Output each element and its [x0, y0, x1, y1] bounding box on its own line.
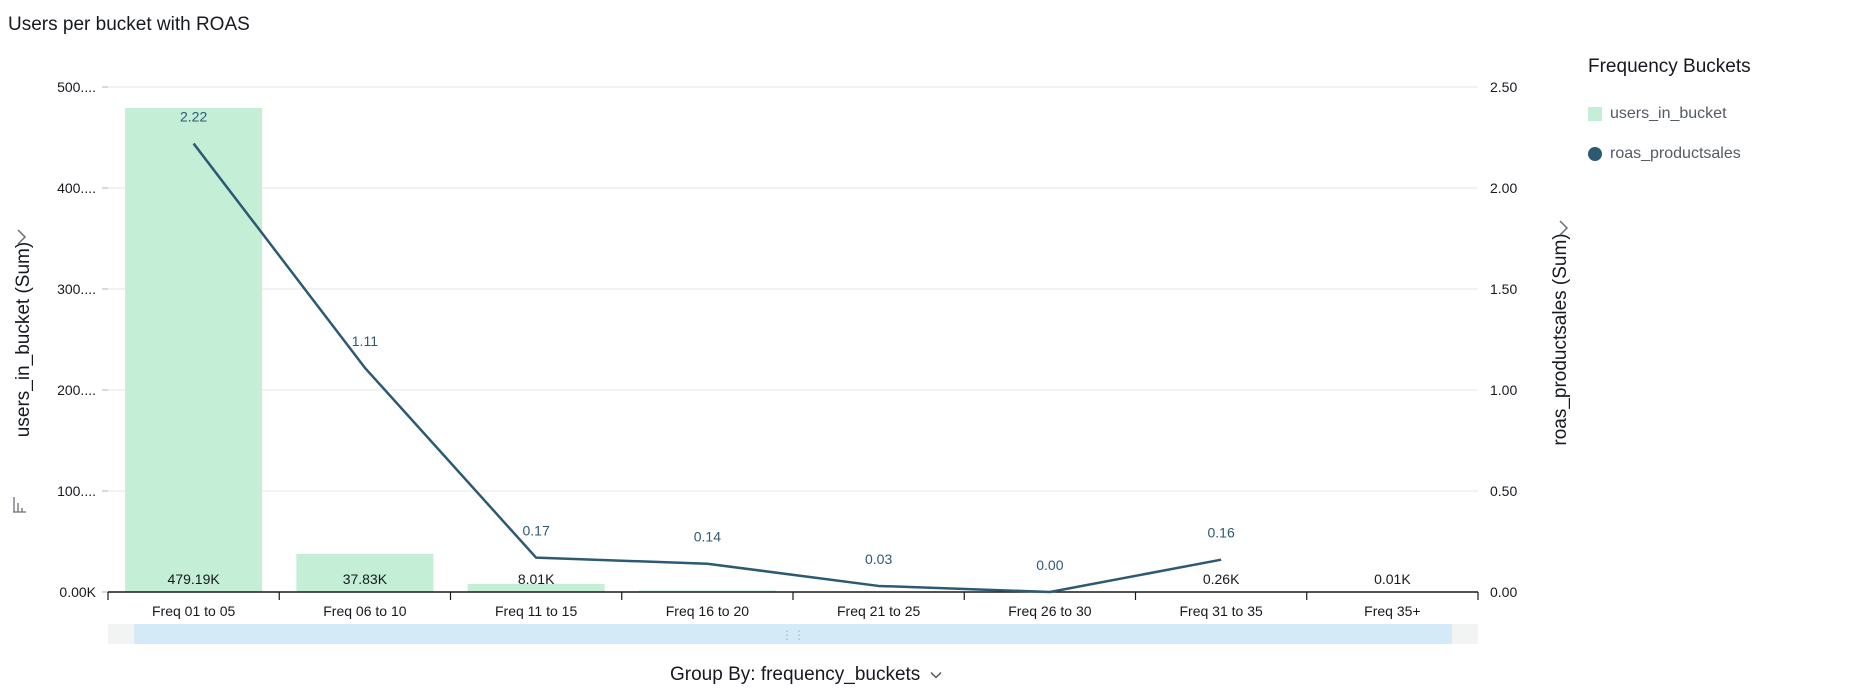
x-tick-label: Freq 31 to 35: [1179, 603, 1262, 619]
legend: Frequency Buckets users_in_bucket roas_p…: [1588, 56, 1858, 184]
line-value-label: 0.00: [1036, 557, 1063, 573]
line-value-label: 1.11: [352, 333, 378, 349]
scrollbar-thumb[interactable]: [134, 624, 1452, 644]
bar-value-label: 0.01K: [1374, 571, 1411, 587]
bar-value-label: 0.26K: [1203, 571, 1240, 587]
chart-title: Users per bucket with ROAS: [8, 14, 250, 35]
y-left-tick-label: 400....: [57, 180, 96, 196]
group-by-dropdown[interactable]: Group By: frequency_buckets: [670, 664, 942, 686]
line-value-label: 2.22: [180, 109, 207, 125]
legend-label: roas_productsales: [1610, 145, 1741, 162]
y-left-tick-label: 500....: [57, 79, 96, 95]
scrollbar-grip-icon: ⋮⋮: [781, 628, 805, 642]
bar: [125, 108, 263, 592]
legend-item-roas-productsales[interactable]: roas_productsales: [1588, 144, 1858, 164]
y-right-tick-label: 1.00: [1490, 382, 1517, 398]
bar-value-label: 37.83K: [343, 571, 388, 587]
y-right-tick-label: 1.50: [1490, 281, 1517, 297]
line-value-label: 0.17: [523, 523, 550, 539]
legend-label: users_in_bucket: [1610, 105, 1727, 122]
sort-icon: [13, 497, 26, 513]
bar: [638, 590, 776, 592]
y-right-tick-label: 2.00: [1490, 180, 1517, 196]
y-left-axis-title: users_in_bucket (Sum): [13, 242, 34, 437]
x-tick-label: Freq 16 to 20: [666, 603, 749, 619]
x-tick-label: Freq 21 to 25: [837, 603, 920, 619]
x-tick-label: Freq 11 to 15: [495, 603, 577, 619]
legend-item-users-in-bucket[interactable]: users_in_bucket: [1588, 104, 1858, 124]
legend-swatch-line: [1588, 147, 1602, 161]
x-tick-label: Freq 35+: [1364, 603, 1420, 619]
legend-swatch-bar: [1588, 107, 1602, 121]
y-left-tick-label: 0.00K: [59, 584, 96, 600]
x-tick-label: Freq 01 to 05: [152, 603, 235, 619]
y-left-tick-label: 100....: [57, 483, 96, 499]
line-value-label: 0.03: [865, 551, 892, 567]
line-series-roas: [192, 142, 1222, 594]
y-left-tick-label: 300....: [57, 281, 96, 297]
bar: [467, 583, 605, 592]
chevron-right-icon: [17, 229, 27, 245]
legend-title: Frequency Buckets: [1588, 56, 1751, 77]
y-right-tick-label: 0.00: [1490, 584, 1517, 600]
y-right-tick-label: 2.50: [1490, 79, 1517, 95]
x-tick-label: Freq 06 to 10: [323, 603, 406, 619]
x-tick-label: Freq 26 to 30: [1008, 603, 1091, 619]
bar-value-label: 8.01K: [518, 571, 555, 587]
chevron-down-icon: [930, 671, 942, 679]
bar-value-label: 479.19K: [168, 571, 221, 587]
chevron-right-icon: [1559, 220, 1569, 236]
line-value-label: 0.16: [1208, 525, 1235, 541]
line-value-label: 0.14: [694, 529, 721, 545]
group-by-label: Group By: frequency_buckets: [670, 664, 921, 685]
y-right-tick-label: 0.50: [1490, 483, 1517, 499]
y-right-axis-title: roas_productsales (Sum): [1550, 233, 1571, 445]
bar: [296, 553, 434, 592]
y-left-tick-label: 200....: [57, 382, 96, 398]
